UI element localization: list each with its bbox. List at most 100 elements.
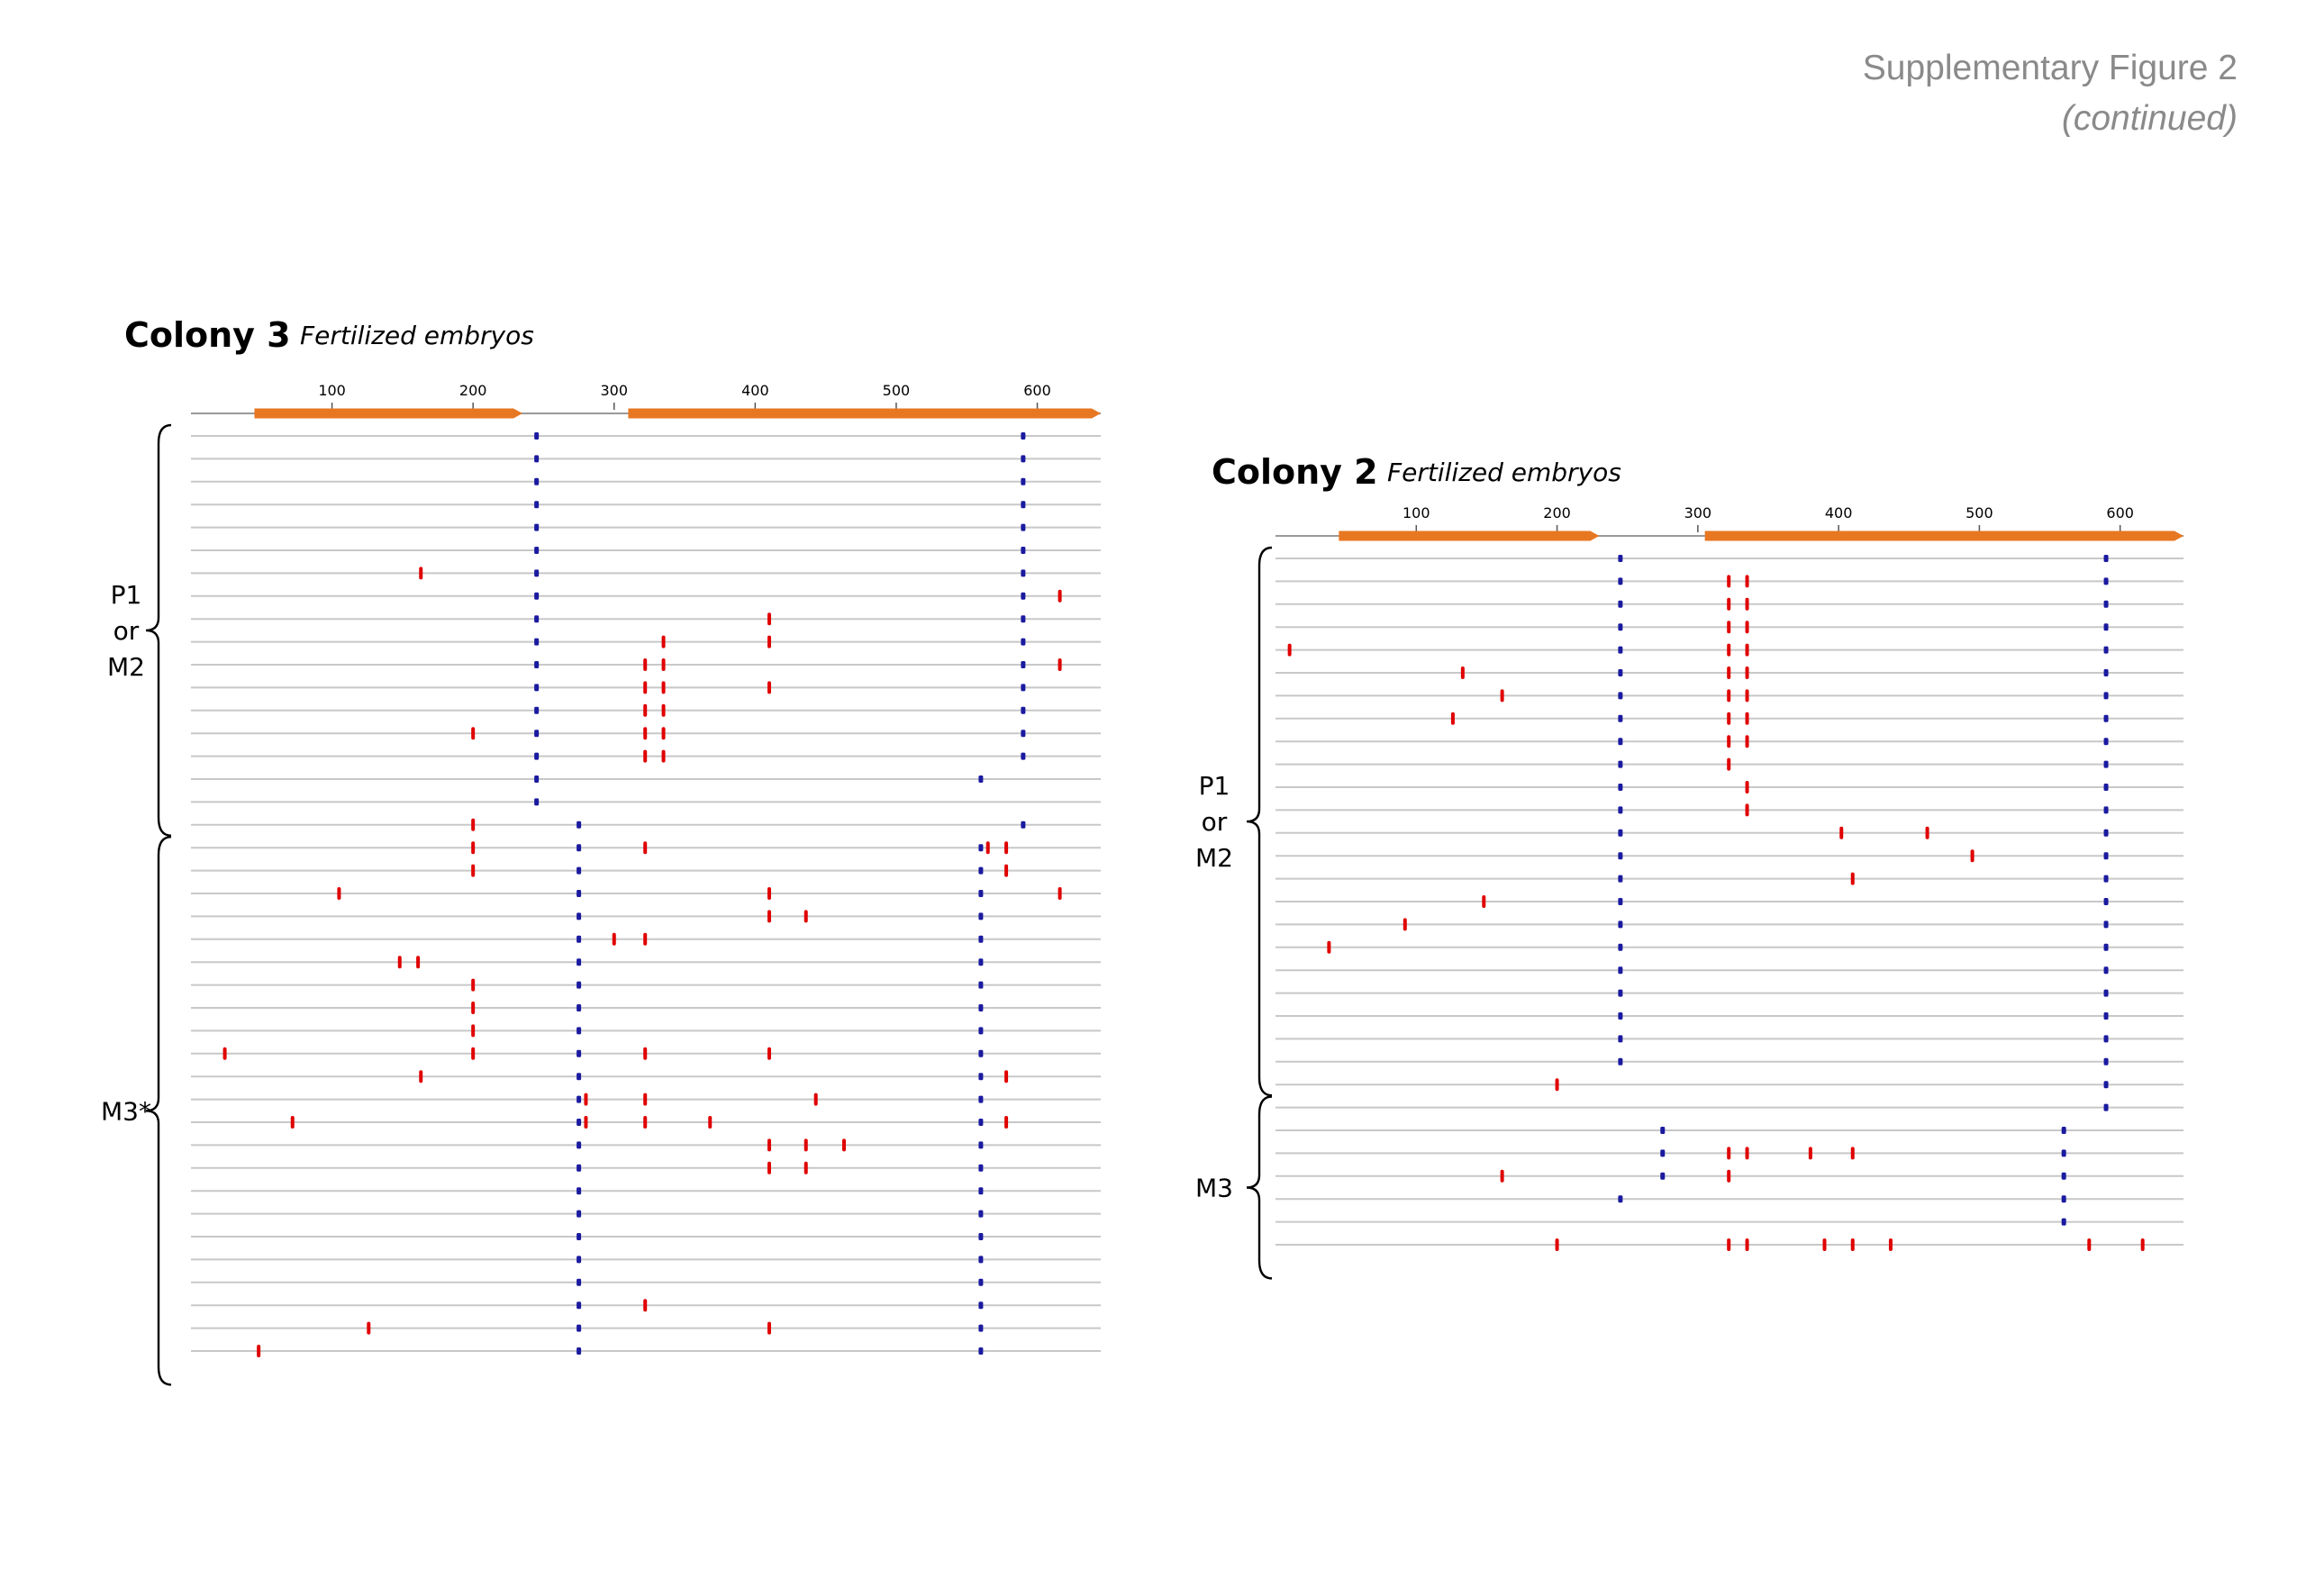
variant-red — [1745, 1147, 1749, 1160]
variant-red — [1745, 667, 1749, 679]
variant-red — [471, 864, 476, 877]
variant-red — [419, 567, 423, 580]
ruler-tick-label: 300 — [600, 382, 628, 399]
marker-blue — [1021, 523, 1026, 531]
variant-red — [1970, 849, 1975, 863]
marker-blue — [2103, 875, 2109, 883]
marker-blue — [978, 1187, 984, 1195]
variant-red — [643, 703, 648, 717]
variant-red — [1822, 1238, 1827, 1251]
marker-blue — [978, 1095, 984, 1103]
variant-red — [471, 1047, 476, 1060]
variant-red — [257, 1345, 261, 1357]
marker-blue — [2103, 600, 2109, 608]
variant-red — [1727, 1238, 1731, 1251]
group-brace — [1246, 546, 1273, 1097]
marker-blue — [2103, 829, 2109, 837]
marker-blue — [1021, 706, 1026, 714]
marker-blue — [1618, 1195, 1623, 1203]
marker-blue — [1618, 577, 1623, 585]
marker-blue — [1618, 920, 1623, 929]
marker-blue — [1021, 752, 1026, 760]
variant-red — [471, 727, 476, 740]
variant-red — [1287, 643, 1292, 657]
marker-blue — [534, 752, 540, 760]
variant-red — [1850, 1238, 1855, 1251]
marker-blue — [2103, 577, 2109, 585]
variant-red — [1327, 940, 1331, 954]
marker-blue — [1618, 555, 1623, 562]
variant-red — [661, 681, 666, 694]
marker-blue — [1021, 638, 1026, 646]
marker-blue — [576, 1073, 582, 1081]
marker-blue — [978, 1324, 984, 1332]
marker-blue — [1618, 966, 1623, 975]
marker-blue — [978, 1347, 984, 1355]
marker-blue — [2103, 555, 2109, 562]
marker-blue — [576, 1187, 582, 1195]
marker-blue — [2103, 852, 2109, 860]
marker-blue — [1618, 760, 1623, 768]
marker-blue — [534, 798, 540, 806]
marker-blue — [978, 1210, 984, 1218]
variant-red — [643, 1093, 648, 1106]
variant-red — [2140, 1238, 2145, 1251]
marker-blue — [1618, 943, 1623, 951]
marker-blue — [1021, 501, 1026, 509]
marker-blue — [534, 477, 540, 485]
variant-red — [643, 1299, 648, 1312]
variant-red — [1727, 735, 1731, 748]
marker-blue — [576, 866, 582, 875]
marker-blue — [1618, 806, 1623, 814]
marker-blue — [534, 706, 540, 714]
marker-blue — [2103, 1081, 2109, 1089]
marker-blue — [2103, 1103, 2109, 1111]
variant-red — [1839, 826, 1844, 839]
marker-blue — [576, 1210, 582, 1218]
gene-segment-arrow — [1339, 530, 1600, 541]
panel-title: Colony 3 — [124, 315, 291, 355]
variant-red — [1727, 667, 1731, 679]
gene-segment-arrow — [254, 408, 522, 419]
marker-blue — [576, 1095, 582, 1103]
marker-blue — [1021, 569, 1026, 577]
ruler-tick-label: 400 — [741, 382, 769, 399]
ruler-tick-label: 300 — [1684, 504, 1712, 521]
marker-blue — [1618, 1035, 1623, 1043]
variant-red — [1727, 712, 1731, 725]
group-brace — [145, 423, 172, 837]
marker-blue — [1618, 852, 1623, 860]
ruler-tick-label: 100 — [318, 382, 346, 399]
group-label: P1 — [111, 580, 142, 610]
marker-blue — [978, 1301, 984, 1310]
marker-blue — [534, 569, 540, 577]
marker-blue — [576, 1027, 582, 1035]
gene-segment-arrow — [628, 408, 1101, 419]
ruler-tick-label: 100 — [1403, 504, 1430, 521]
marker-blue — [1660, 1149, 1666, 1157]
marker-blue — [534, 684, 540, 692]
marker-blue — [576, 912, 582, 920]
ruler-tick-label: 200 — [459, 382, 487, 399]
variant-red — [290, 1116, 295, 1129]
variant-red — [471, 1002, 476, 1014]
variant-red — [2087, 1238, 2092, 1251]
marker-blue — [534, 523, 540, 531]
marker-blue — [2103, 760, 2109, 768]
marker-blue — [1618, 1057, 1623, 1066]
variant-red — [1727, 1147, 1731, 1160]
variant-red — [1745, 643, 1749, 657]
variant-red — [1850, 872, 1855, 885]
figure-title-main: Supplementary Figure 2 — [1862, 49, 2238, 87]
group-brace — [145, 836, 172, 1386]
panel-subtitle: Fertilized embryos — [300, 321, 534, 350]
marker-blue — [534, 547, 540, 554]
variant-red — [1727, 597, 1731, 611]
marker-blue — [576, 1301, 582, 1310]
variant-red — [813, 1093, 818, 1106]
group-label: P1 — [1199, 771, 1230, 801]
variant-red — [1727, 621, 1731, 634]
variant-red — [1450, 712, 1455, 725]
variant-red — [803, 1138, 808, 1152]
marker-blue — [1618, 714, 1623, 722]
